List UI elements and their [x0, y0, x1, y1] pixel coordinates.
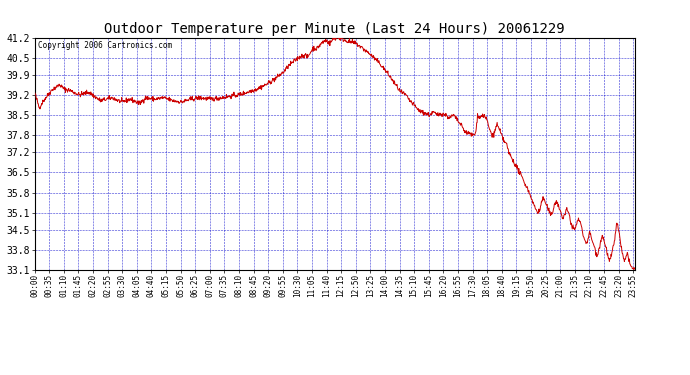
- Title: Outdoor Temperature per Minute (Last 24 Hours) 20061229: Outdoor Temperature per Minute (Last 24 …: [104, 22, 565, 36]
- Text: Copyright 2006 Cartronics.com: Copyright 2006 Cartronics.com: [37, 41, 172, 50]
